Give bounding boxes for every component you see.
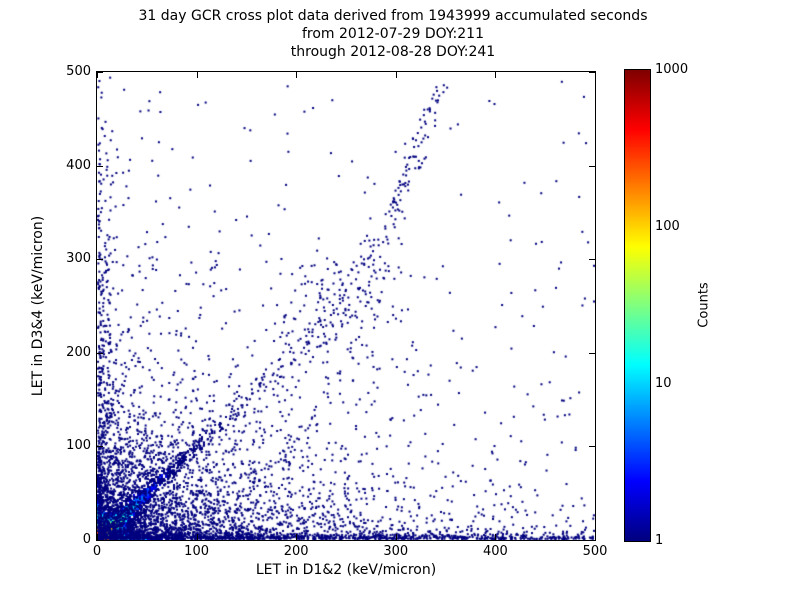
x-tick-label: 200 — [283, 544, 309, 559]
x-tick-label: 100 — [184, 544, 209, 559]
colorbar-tick-label: 1000 — [655, 62, 689, 77]
y-tick-label: 400 — [66, 157, 91, 173]
x-tick-label: 400 — [482, 544, 508, 559]
x-tick-mark-top — [495, 72, 497, 78]
y-tick-mark-right — [589, 165, 595, 167]
y-tick-mark — [97, 446, 103, 448]
y-tick-mark — [97, 259, 103, 261]
y-tick-mark-right — [589, 446, 595, 448]
y-tick-mark — [97, 352, 103, 354]
y-tick-mark-right — [589, 352, 595, 354]
y-tick-label: 0 — [82, 532, 91, 547]
x-axis-label: LET in D1&2 (keV/micron) — [255, 562, 437, 578]
x-tick-mark — [196, 534, 198, 540]
x-tick-mark-top — [595, 72, 596, 78]
x-tick-mark — [395, 534, 397, 540]
x-tick-mark — [595, 534, 596, 540]
colorbar-tick-label: 10 — [655, 376, 672, 391]
x-tick-mark-top — [296, 72, 298, 78]
x-tick-mark-top — [196, 72, 198, 78]
chart-title-line2: from 2012-07-29 DOY:211 — [301, 26, 484, 42]
x-tick-mark-top — [395, 72, 397, 78]
y-tick-mark-right — [589, 72, 595, 73]
colorbar-frame — [624, 69, 651, 542]
y-tick-mark — [97, 72, 103, 73]
x-tick-mark — [97, 534, 98, 540]
chart-title-line3: through 2012-08-28 DOY:241 — [290, 44, 496, 60]
y-tick-label: 500 — [66, 64, 91, 79]
colorbar-tick-label: 1 — [655, 533, 664, 548]
colorbar-title: Counts — [696, 282, 712, 328]
x-tick-label: 300 — [383, 544, 409, 559]
colorbar-gradient-canvas — [625, 70, 650, 541]
y-tick-mark — [97, 165, 103, 167]
y-tick-label: 300 — [66, 251, 91, 267]
x-tick-label: 0 — [92, 544, 102, 559]
scatter-plot-canvas — [97, 72, 595, 540]
chart-title: 31 day GCR cross plot data derived from … — [0, 7, 786, 61]
y-tick-label: 200 — [66, 344, 91, 360]
y-axis-label: LET in D3&4 (keV/micron) — [30, 215, 46, 397]
y-tick-mark-right — [589, 540, 595, 541]
y-tick-label: 100 — [66, 438, 91, 454]
chart-title-line1: 31 day GCR cross plot data derived from … — [138, 8, 648, 24]
colorbar-tick-label: 100 — [655, 219, 680, 234]
y-tick-mark — [97, 540, 103, 541]
x-tick-mark — [495, 534, 497, 540]
x-tick-mark-top — [97, 72, 98, 78]
x-tick-label: 500 — [582, 544, 608, 559]
x-tick-mark — [296, 534, 298, 540]
y-tick-mark-right — [589, 259, 595, 261]
